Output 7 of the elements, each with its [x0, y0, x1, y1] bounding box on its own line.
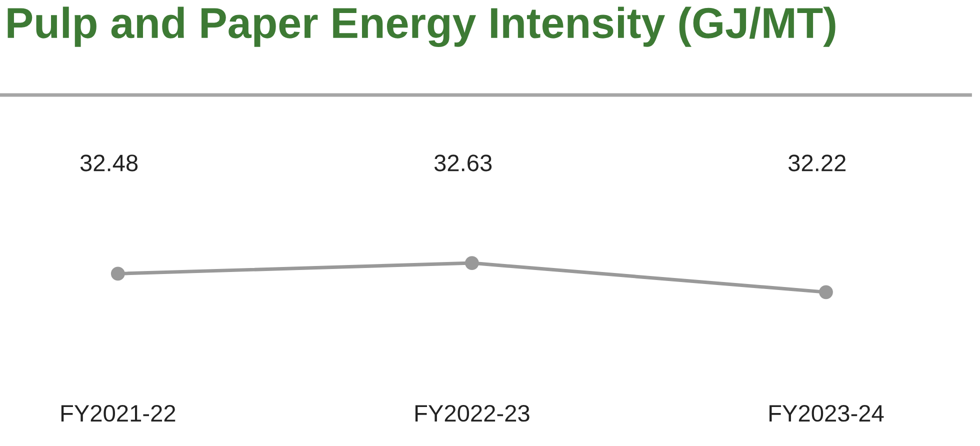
data-label: 32.48 — [80, 154, 138, 172]
chart-title: Pulp and Paper Energy Intensity (GJ/MT) — [8, 6, 836, 48]
data-label: 32.63 — [434, 154, 492, 172]
x-tick-label: FY2021-22 — [61, 404, 176, 422]
data-label: 32.22 — [788, 154, 846, 172]
x-tick-label: FY2023-24 — [770, 404, 884, 422]
x-tick-label: FY2022-23 — [415, 404, 530, 422]
